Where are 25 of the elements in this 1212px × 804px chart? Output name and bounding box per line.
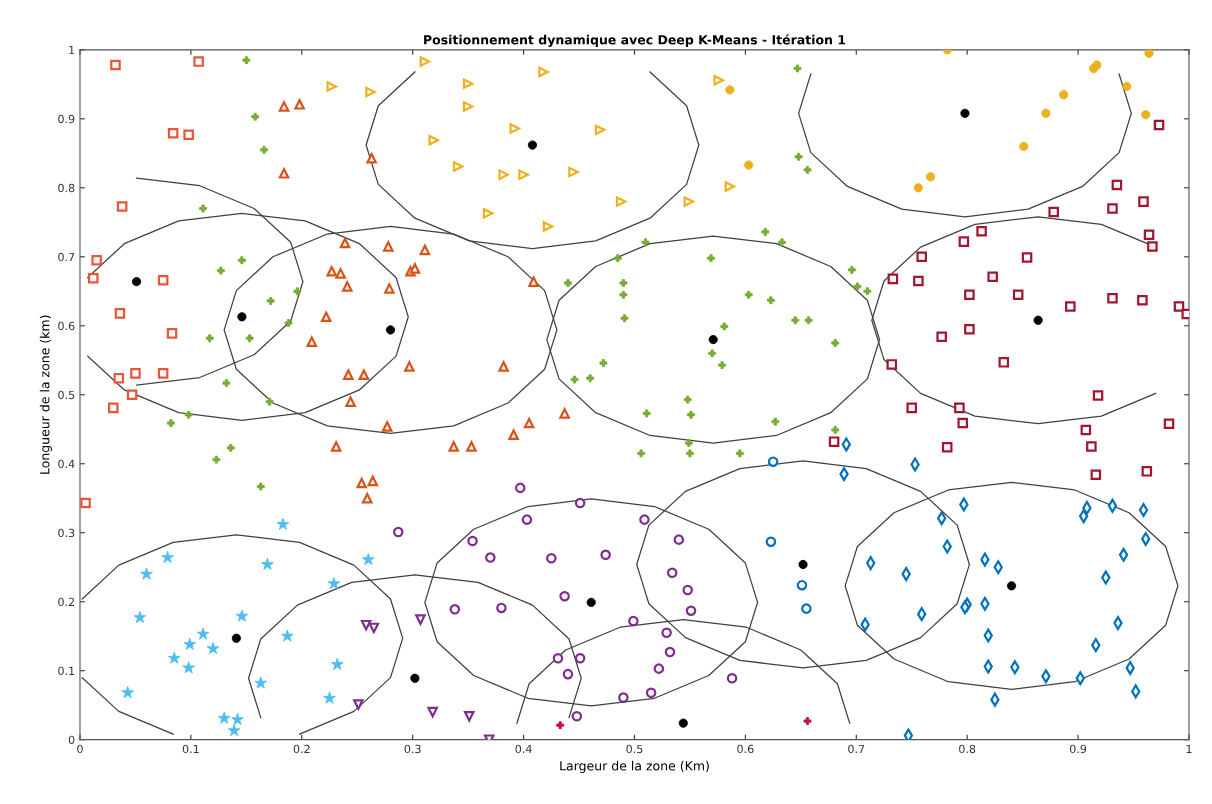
y-tick-label: 0.2	[58, 597, 75, 607]
y-tick-label: 0.9	[58, 114, 75, 124]
chart-title: Positionnement dynamique avec Deep K-Means - Itération 1	[424, 34, 846, 47]
x-tick-label: 0.5	[626, 744, 643, 754]
x-axis-title: Largeur de la zone (Km)	[560, 760, 709, 773]
y-tick-label: 1	[69, 45, 75, 55]
x-tick-label: 0.8	[959, 744, 976, 754]
x-tick-label: 0.4	[515, 744, 532, 754]
y-tick-label: 0.5	[58, 390, 75, 400]
x-tick-label: 0.6	[737, 744, 754, 754]
x-tick-label: 1	[1186, 744, 1192, 753]
y-tick-label: 0.3	[58, 528, 75, 538]
y-tick-label: 0.7	[58, 252, 75, 262]
y-tick-label: 0.6	[58, 321, 75, 331]
x-tick-label: 0.7	[848, 744, 865, 754]
x-tick-label: 0.1	[182, 744, 199, 754]
x-tick-label: 0.3	[404, 744, 421, 754]
y-tick-label: 0.1	[58, 666, 75, 676]
y-tick-label: 0	[68, 735, 75, 745]
x-tick-label: 0	[77, 744, 83, 754]
y-tick-label: 0.4	[58, 459, 75, 469]
x-tick-label: 0.9	[1069, 744, 1087, 754]
y-axis-title: Longueur de la zone (km)	[39, 315, 52, 474]
x-tick-label: 0.2	[293, 744, 310, 754]
y-tick-label: 0.8	[58, 183, 75, 193]
